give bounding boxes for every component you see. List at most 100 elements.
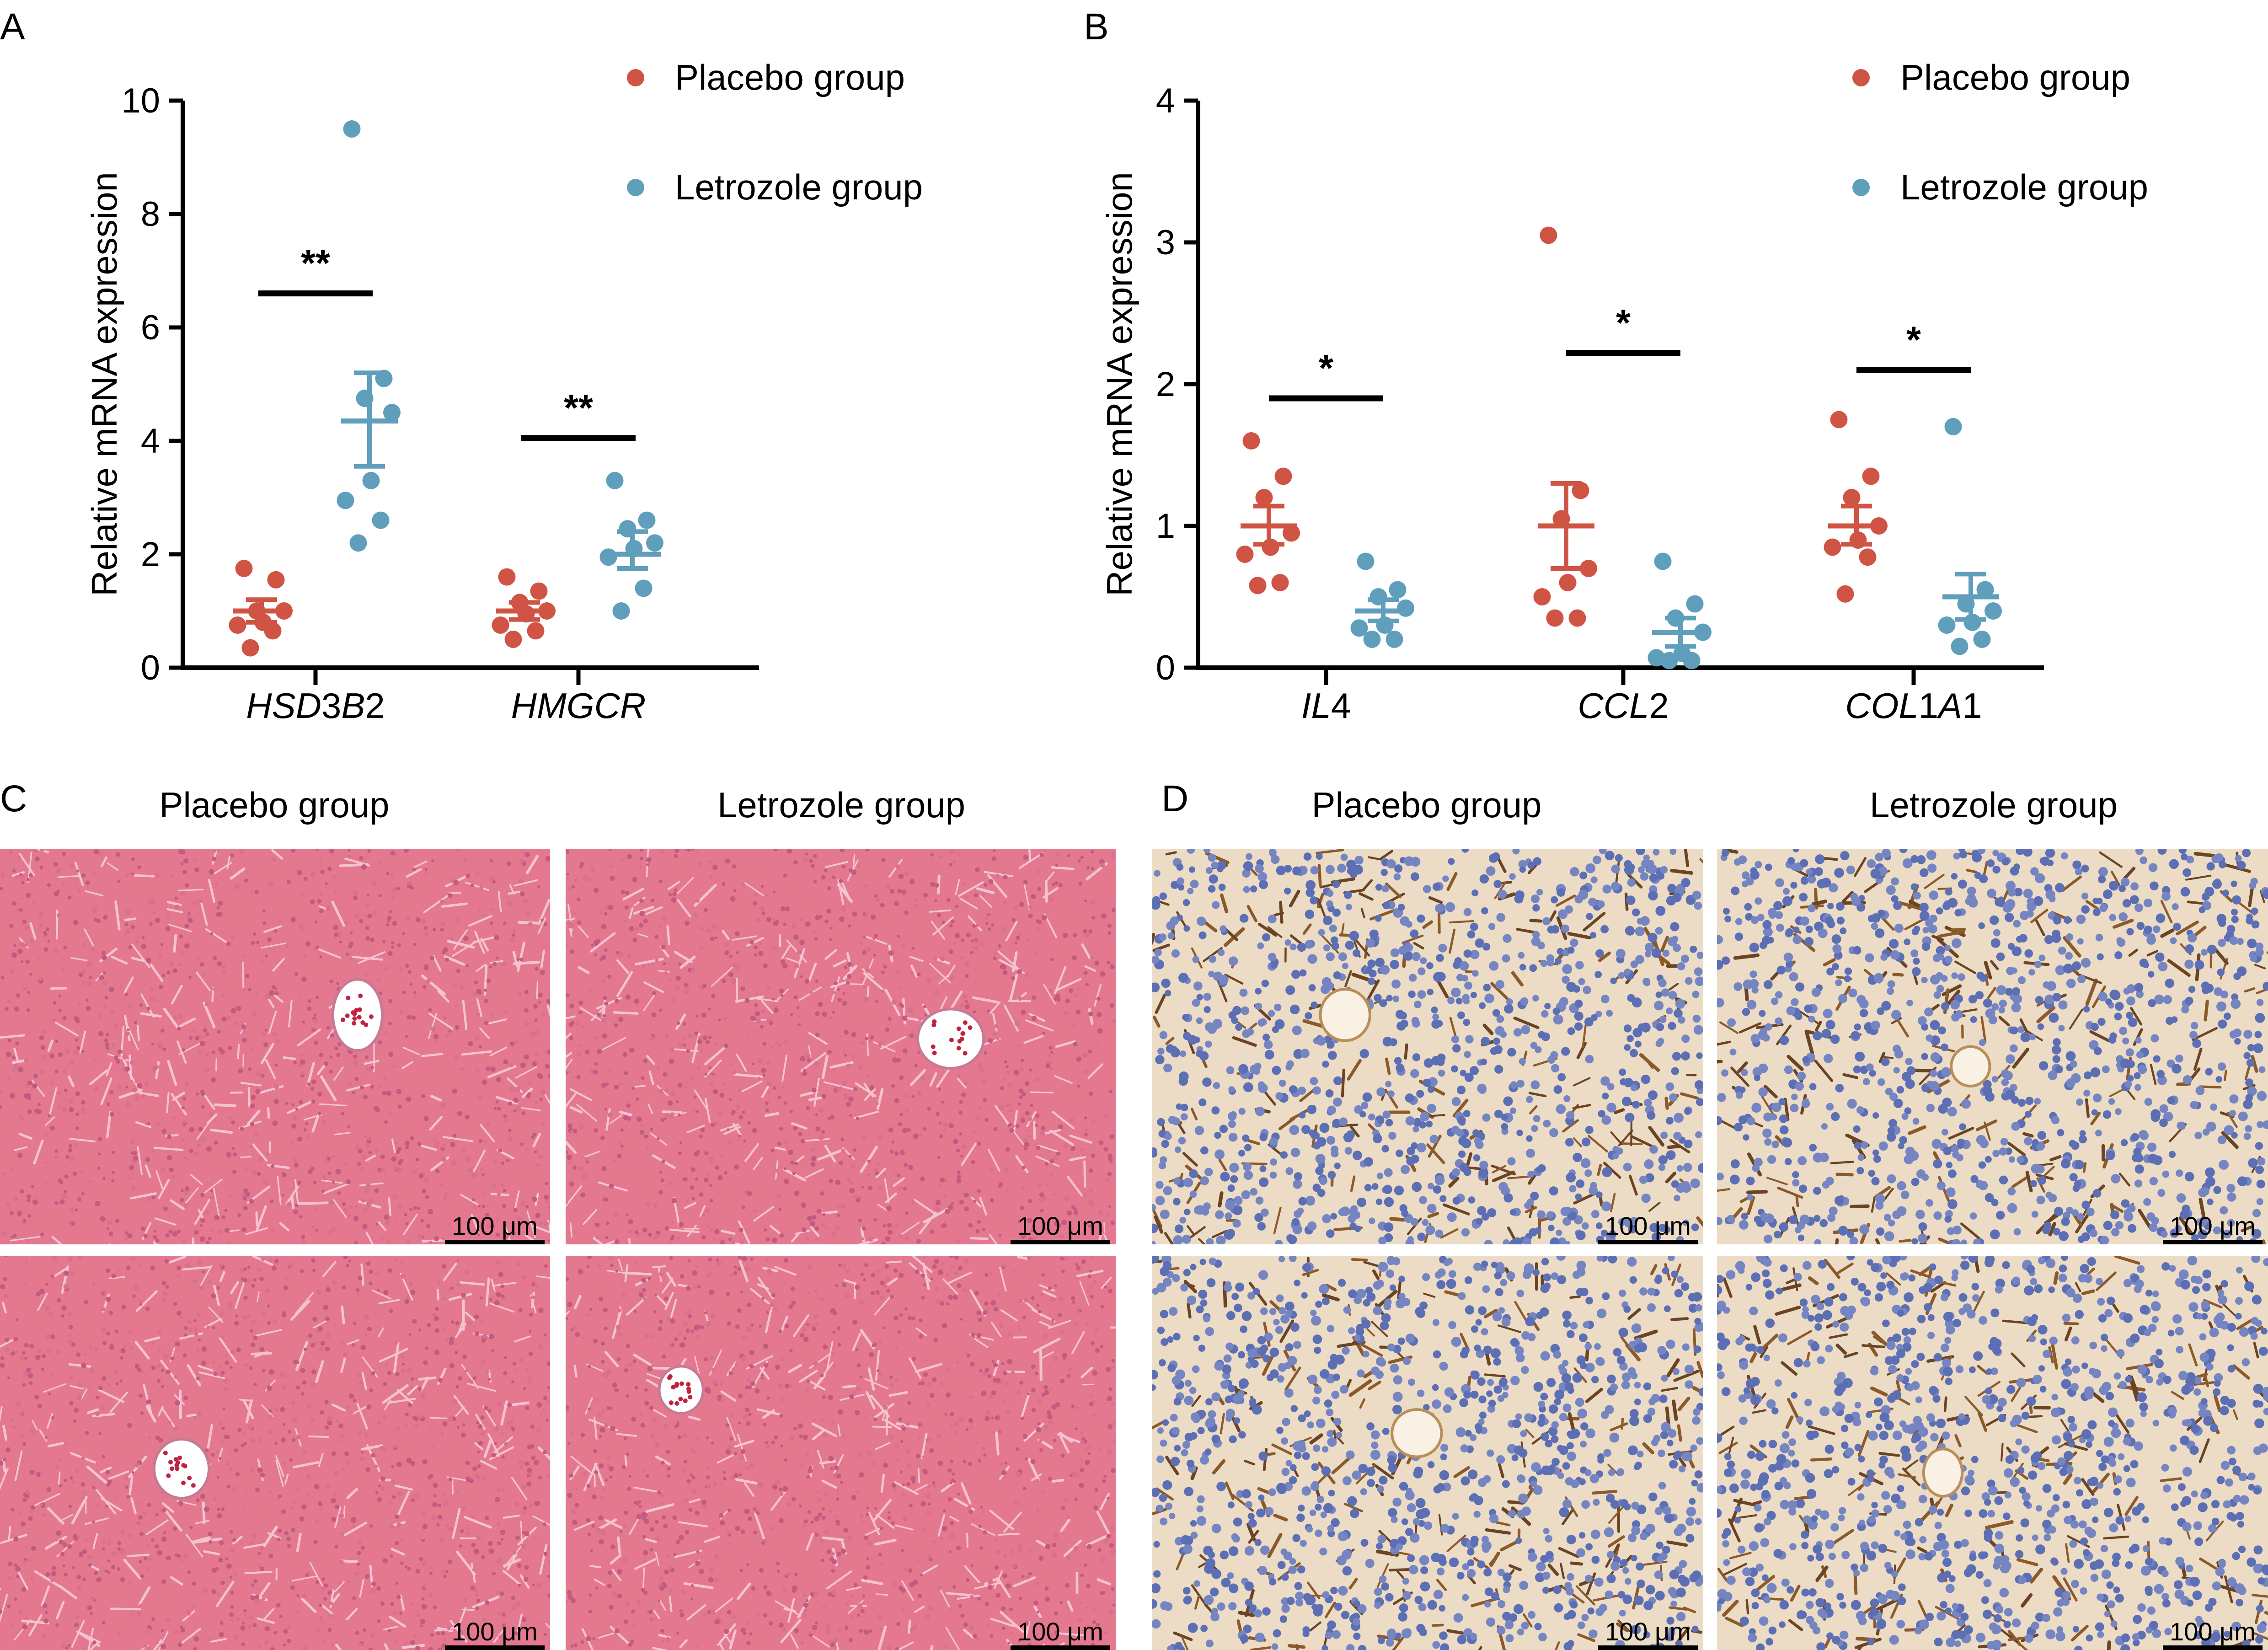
nucleus — [11, 1351, 16, 1356]
nucleus — [720, 1382, 723, 1385]
nucleus — [983, 1098, 987, 1102]
nucleus — [428, 1008, 432, 1012]
nucleus — [946, 1392, 951, 1398]
nucleus — [262, 1180, 268, 1185]
sinusoid — [128, 1475, 134, 1495]
nucleus — [661, 1091, 664, 1094]
nucleus — [837, 1627, 842, 1632]
nucleus — [396, 1490, 402, 1496]
nucleus — [410, 1136, 414, 1141]
nucleus — [252, 1169, 257, 1175]
sinusoid — [1081, 943, 1091, 959]
nucleus — [957, 852, 961, 857]
nucleus — [102, 971, 106, 975]
nucleus — [814, 1226, 819, 1231]
nucleus — [503, 1371, 508, 1376]
nucleus — [328, 1590, 332, 1594]
nucleus — [684, 983, 688, 987]
sinusoid — [1084, 965, 1097, 972]
data-point — [1836, 585, 1854, 603]
nucleus — [737, 1088, 741, 1092]
nucleus — [516, 957, 520, 961]
sinusoid — [388, 1197, 391, 1216]
sinusoid — [485, 1277, 490, 1307]
nucleus — [721, 1154, 724, 1157]
nucleus — [481, 1079, 487, 1085]
significance-label: * — [1906, 319, 1921, 361]
nucleus — [841, 864, 846, 869]
nucleus — [943, 1645, 947, 1649]
nucleus — [848, 868, 853, 873]
nucleus — [375, 1271, 380, 1276]
nucleus — [710, 936, 715, 941]
nucleus — [610, 1264, 614, 1267]
nucleus — [524, 990, 529, 995]
nucleus — [200, 1089, 205, 1094]
nucleus — [852, 911, 857, 917]
nucleus — [903, 1048, 908, 1053]
nucleus — [643, 919, 648, 924]
nucleus — [899, 1002, 902, 1006]
nucleus — [341, 1342, 344, 1345]
nucleus — [81, 1491, 86, 1495]
nucleus — [225, 1361, 229, 1365]
sinusoid — [230, 1281, 240, 1294]
nucleus — [1053, 1533, 1059, 1538]
sinusoid — [1103, 1222, 1106, 1233]
nucleus — [942, 1193, 947, 1198]
nucleus — [370, 1633, 375, 1638]
nucleus — [857, 864, 861, 868]
sinusoid — [456, 1550, 476, 1576]
nucleus — [1033, 952, 1038, 956]
nucleus — [270, 1647, 275, 1650]
red-blood-cell — [187, 1475, 192, 1480]
nucleus — [444, 1192, 449, 1197]
nucleus — [111, 1043, 116, 1047]
nucleus — [1090, 850, 1094, 854]
sinusoid — [1056, 1632, 1086, 1637]
nucleus — [519, 1357, 524, 1362]
nucleus — [139, 1393, 143, 1398]
sinusoid — [34, 1493, 61, 1506]
nucleus — [863, 935, 866, 938]
nucleus — [778, 1043, 782, 1048]
nucleus — [708, 859, 712, 863]
sinusoid — [372, 1290, 391, 1300]
sinusoid — [390, 1548, 405, 1556]
nucleus — [62, 1193, 67, 1199]
nucleus — [180, 862, 184, 866]
nucleus — [856, 1198, 861, 1203]
nucleus — [535, 1030, 540, 1035]
nucleus — [528, 1351, 533, 1356]
nucleus — [516, 1106, 522, 1111]
nucleus — [40, 1045, 46, 1050]
nucleus — [374, 1312, 377, 1315]
sinusoid — [71, 1620, 85, 1648]
nucleus — [582, 1024, 586, 1029]
nucleus — [134, 1364, 139, 1369]
sinusoid — [750, 1288, 770, 1305]
sinusoid — [722, 930, 730, 940]
nucleus — [475, 1593, 479, 1597]
sinusoid — [256, 1205, 267, 1232]
nucleus — [1088, 1199, 1094, 1205]
nucleus — [816, 1114, 819, 1118]
nucleus — [131, 1257, 135, 1261]
nucleus — [342, 1202, 346, 1206]
red-blood-cell — [932, 1019, 937, 1024]
nucleus — [442, 1196, 448, 1201]
nucleus — [85, 1538, 88, 1542]
sinusoid — [108, 1276, 125, 1280]
nucleus — [806, 1106, 810, 1110]
nucleus — [728, 1098, 732, 1101]
nucleus — [7, 1576, 12, 1581]
nucleus — [899, 1234, 903, 1238]
nucleus — [250, 1467, 255, 1473]
nucleus — [883, 1462, 888, 1468]
nucleus — [718, 1238, 722, 1243]
nucleus — [182, 1120, 186, 1124]
nucleus — [69, 1144, 73, 1148]
nucleus — [863, 996, 869, 1002]
nucleus — [1014, 1020, 1020, 1026]
nucleus — [624, 1511, 628, 1515]
